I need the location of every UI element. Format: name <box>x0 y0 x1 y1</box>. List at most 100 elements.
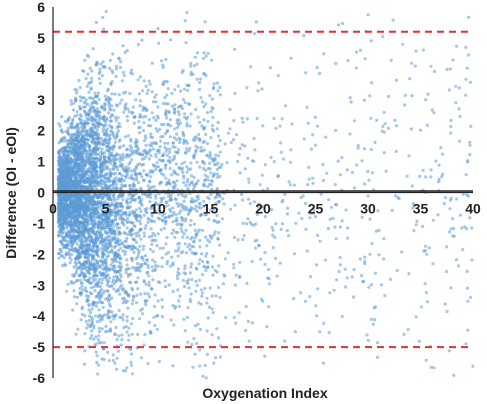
data-point <box>118 232 123 236</box>
data-point <box>121 221 125 225</box>
data-point <box>142 178 146 182</box>
data-point <box>65 176 69 180</box>
data-point <box>77 130 82 134</box>
data-point <box>117 56 121 60</box>
data-point <box>92 99 96 103</box>
data-point <box>176 254 180 258</box>
data-point <box>424 98 428 102</box>
data-point <box>126 107 130 111</box>
data-point <box>271 246 275 250</box>
data-point <box>192 240 196 244</box>
data-point <box>382 237 386 241</box>
data-point <box>468 143 472 147</box>
data-point <box>73 237 77 242</box>
data-point <box>83 314 87 318</box>
data-point <box>111 353 115 357</box>
data-point <box>71 108 76 112</box>
data-point <box>228 127 232 131</box>
data-point <box>68 248 73 252</box>
data-point <box>85 129 89 133</box>
data-point <box>144 114 148 118</box>
data-point <box>147 157 151 161</box>
data-point <box>254 222 258 226</box>
data-point <box>129 148 133 152</box>
data-point <box>86 72 90 76</box>
data-point <box>205 301 209 305</box>
data-point <box>112 135 116 139</box>
data-point <box>460 226 464 230</box>
data-point <box>206 316 210 320</box>
data-point <box>92 166 96 170</box>
data-point <box>288 160 293 164</box>
data-point <box>78 278 82 282</box>
data-point <box>144 303 148 307</box>
data-point <box>106 194 111 198</box>
data-point <box>161 65 165 70</box>
data-point <box>128 205 132 209</box>
data-point <box>155 161 159 165</box>
data-point <box>171 304 175 308</box>
data-point <box>389 58 393 62</box>
data-point <box>85 112 89 116</box>
data-point <box>113 265 117 269</box>
data-point <box>249 65 253 69</box>
data-point <box>316 233 320 237</box>
data-point <box>234 273 238 277</box>
data-point <box>439 146 443 150</box>
data-point <box>461 248 465 252</box>
data-point <box>85 53 89 57</box>
data-point <box>150 135 155 139</box>
data-point <box>153 260 157 264</box>
data-point <box>118 226 122 230</box>
data-point <box>101 251 105 255</box>
data-point <box>102 341 106 345</box>
data-point <box>177 241 181 245</box>
data-point <box>382 110 386 114</box>
data-point <box>62 135 66 139</box>
data-point <box>348 132 352 136</box>
data-point <box>135 280 139 284</box>
data-point <box>109 320 113 324</box>
data-point <box>81 220 86 224</box>
data-point <box>109 263 113 267</box>
data-point <box>92 201 96 205</box>
data-point <box>183 115 187 119</box>
data-point <box>100 116 104 121</box>
data-point <box>128 160 132 165</box>
data-point <box>427 246 431 250</box>
data-point <box>373 271 377 275</box>
data-point <box>189 61 193 66</box>
data-point <box>156 280 160 284</box>
data-point <box>332 288 336 292</box>
data-point <box>159 139 163 143</box>
data-point <box>71 198 75 202</box>
data-point <box>106 234 110 238</box>
data-point <box>168 135 172 139</box>
data-point <box>65 243 69 247</box>
data-point <box>362 98 367 102</box>
data-point <box>63 169 67 173</box>
data-point <box>90 176 94 180</box>
data-point <box>105 223 109 227</box>
data-point <box>126 134 130 138</box>
data-point <box>75 167 79 171</box>
data-point <box>147 118 151 122</box>
data-point <box>196 322 200 326</box>
data-point <box>199 213 203 217</box>
data-point <box>118 272 122 276</box>
data-point <box>464 93 468 97</box>
data-point <box>92 337 96 341</box>
data-point <box>69 258 73 262</box>
data-point <box>63 263 68 267</box>
data-point <box>279 150 283 154</box>
data-point <box>134 98 138 102</box>
data-point <box>180 229 184 233</box>
data-point <box>84 236 88 240</box>
data-point <box>169 318 173 322</box>
data-point <box>108 66 112 70</box>
data-point <box>130 256 134 260</box>
data-point <box>313 115 317 119</box>
data-point <box>211 273 215 277</box>
data-point <box>89 186 93 190</box>
data-point <box>312 208 316 212</box>
